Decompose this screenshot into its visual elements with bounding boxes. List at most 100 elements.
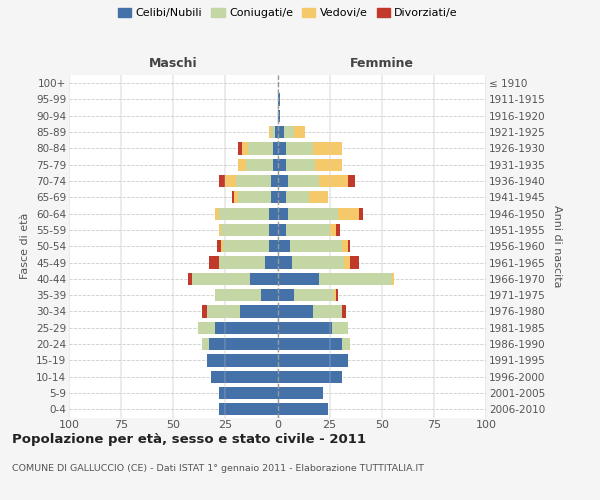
Bar bbox=[202, 306, 206, 318]
Bar bbox=[277, 289, 294, 302]
Bar bbox=[329, 224, 336, 236]
Bar bbox=[277, 256, 292, 268]
Bar bbox=[277, 158, 286, 171]
Bar bbox=[238, 142, 242, 154]
Bar bbox=[223, 240, 269, 252]
Bar bbox=[336, 289, 338, 302]
Bar bbox=[313, 142, 342, 154]
Bar bbox=[269, 126, 271, 138]
Bar bbox=[288, 208, 338, 220]
Bar bbox=[286, 191, 309, 203]
Bar bbox=[275, 126, 277, 138]
Bar bbox=[286, 142, 313, 154]
Bar bbox=[277, 370, 342, 383]
Bar bbox=[290, 240, 342, 252]
Bar bbox=[277, 110, 280, 122]
Bar bbox=[277, 306, 313, 318]
Bar bbox=[248, 142, 274, 154]
Bar bbox=[349, 175, 355, 187]
Bar bbox=[215, 289, 261, 302]
Bar bbox=[332, 322, 349, 334]
Bar bbox=[202, 338, 209, 350]
Bar bbox=[238, 191, 271, 203]
Y-axis label: Fasce di età: Fasce di età bbox=[20, 213, 31, 280]
Bar bbox=[277, 322, 332, 334]
Bar bbox=[221, 240, 223, 252]
Bar bbox=[277, 354, 349, 366]
Bar bbox=[342, 240, 349, 252]
Bar bbox=[342, 306, 346, 318]
Bar bbox=[215, 208, 219, 220]
Bar bbox=[359, 208, 363, 220]
Bar bbox=[232, 191, 234, 203]
Bar bbox=[269, 240, 277, 252]
Bar bbox=[277, 240, 290, 252]
Bar bbox=[219, 387, 277, 399]
Bar bbox=[315, 158, 342, 171]
Bar bbox=[319, 175, 349, 187]
Bar bbox=[219, 256, 265, 268]
Bar bbox=[313, 306, 342, 318]
Bar bbox=[319, 273, 392, 285]
Bar bbox=[277, 94, 280, 106]
Bar bbox=[226, 175, 236, 187]
Bar bbox=[217, 240, 221, 252]
Bar bbox=[265, 256, 277, 268]
Bar bbox=[274, 158, 277, 171]
Bar bbox=[269, 208, 277, 220]
Bar bbox=[286, 158, 315, 171]
Bar bbox=[349, 240, 350, 252]
Bar bbox=[271, 191, 277, 203]
Bar bbox=[234, 191, 238, 203]
Text: Maschi: Maschi bbox=[149, 57, 197, 70]
Text: COMUNE DI GALLUCCIO (CE) - Dati ISTAT 1° gennaio 2011 - Elaborazione TUTTITALIA.: COMUNE DI GALLUCCIO (CE) - Dati ISTAT 1°… bbox=[12, 464, 424, 473]
Bar bbox=[219, 208, 269, 220]
Bar bbox=[277, 142, 286, 154]
Text: Popolazione per età, sesso e stato civile - 2011: Popolazione per età, sesso e stato civil… bbox=[12, 432, 366, 446]
Text: Femmine: Femmine bbox=[350, 57, 414, 70]
Bar bbox=[277, 338, 342, 350]
Bar bbox=[334, 289, 336, 302]
Bar bbox=[188, 273, 192, 285]
Bar bbox=[209, 256, 219, 268]
Bar bbox=[292, 256, 344, 268]
Bar bbox=[277, 387, 323, 399]
Bar bbox=[342, 338, 350, 350]
Bar bbox=[338, 208, 359, 220]
Bar bbox=[236, 175, 271, 187]
Bar bbox=[277, 403, 328, 415]
Bar bbox=[215, 322, 277, 334]
Bar bbox=[350, 256, 359, 268]
Bar bbox=[250, 273, 277, 285]
Bar bbox=[284, 126, 294, 138]
Bar bbox=[277, 175, 288, 187]
Bar bbox=[219, 224, 221, 236]
Bar bbox=[277, 208, 288, 220]
Bar bbox=[242, 142, 248, 154]
Bar bbox=[288, 175, 319, 187]
Bar bbox=[209, 338, 277, 350]
Bar bbox=[336, 224, 340, 236]
Bar bbox=[294, 289, 334, 302]
Legend: Celibi/Nubili, Coniugati/e, Vedovi/e, Divorziati/e: Celibi/Nubili, Coniugati/e, Vedovi/e, Di… bbox=[116, 6, 460, 20]
Bar bbox=[274, 142, 277, 154]
Bar bbox=[261, 289, 277, 302]
Bar bbox=[271, 175, 277, 187]
Bar bbox=[246, 158, 274, 171]
Bar bbox=[344, 256, 350, 268]
Bar bbox=[206, 306, 240, 318]
Bar bbox=[277, 224, 286, 236]
Bar bbox=[219, 175, 226, 187]
Bar bbox=[198, 322, 215, 334]
Bar bbox=[192, 273, 250, 285]
Bar bbox=[294, 126, 305, 138]
Bar bbox=[309, 191, 328, 203]
Bar bbox=[277, 273, 319, 285]
Bar bbox=[221, 224, 269, 236]
Bar bbox=[240, 306, 277, 318]
Y-axis label: Anni di nascita: Anni di nascita bbox=[552, 205, 562, 288]
Bar bbox=[277, 126, 284, 138]
Bar bbox=[277, 191, 286, 203]
Bar bbox=[392, 273, 394, 285]
Bar bbox=[219, 403, 277, 415]
